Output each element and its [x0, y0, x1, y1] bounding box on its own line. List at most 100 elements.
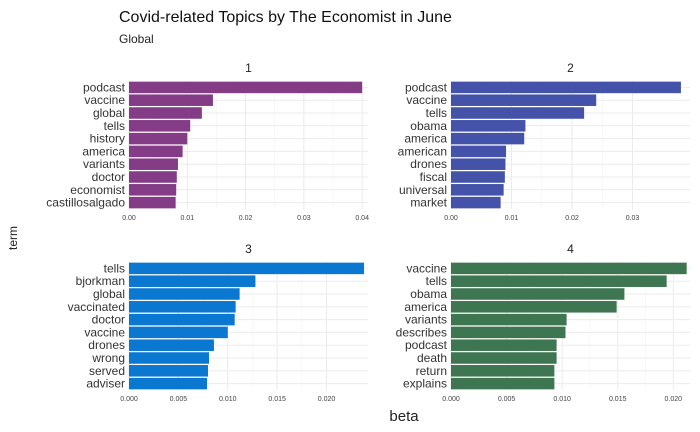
- bar-america: [129, 145, 183, 158]
- category-label: return: [416, 364, 447, 378]
- bar-podcast: [451, 339, 557, 351]
- category-label: vaccine: [84, 325, 125, 339]
- bar-global: [129, 107, 202, 119]
- facet-panel-4: 4 vaccinetellsobamaamericavariantsdescrib…: [396, 242, 690, 403]
- category-label: bjorkman: [76, 274, 125, 288]
- x-tick-label: 0.015: [609, 396, 627, 403]
- facet-label: 2: [567, 61, 574, 75]
- category-label: adviser: [86, 377, 125, 391]
- bar-global: [129, 288, 240, 300]
- bar-america: [451, 132, 525, 145]
- category-label: variants: [405, 313, 447, 327]
- bar-obama: [451, 288, 625, 300]
- bar-tells: [451, 107, 585, 119]
- category-label: market: [410, 196, 447, 210]
- bar-doctor: [129, 171, 177, 183]
- bar-bjorkman: [129, 275, 256, 287]
- bar-variants: [451, 313, 567, 326]
- bar-served: [129, 365, 209, 377]
- facet-label: 4: [567, 242, 574, 256]
- bar-fiscal: [451, 171, 505, 183]
- category-label: drones: [88, 338, 125, 352]
- x-tick-label: 0.005: [498, 396, 516, 403]
- x-tick-label: 0.000: [120, 396, 138, 403]
- bar-tells: [129, 120, 191, 132]
- category-label: doctor: [92, 170, 125, 184]
- x-tick-label: 0.010: [553, 396, 571, 403]
- bar-history: [129, 132, 188, 145]
- category-label: america: [82, 144, 125, 158]
- category-label: economist: [70, 183, 125, 197]
- facet-panels: 1podcastvaccineglobaltellshistoryamerica…: [46, 61, 690, 403]
- bar-drones: [451, 158, 506, 170]
- bar-wrong: [129, 352, 209, 364]
- category-label: podcast: [83, 80, 126, 94]
- category-label: tells: [104, 119, 125, 133]
- category-label: explains: [403, 377, 447, 391]
- category-label: american: [398, 144, 447, 158]
- category-label: castillosalgado: [46, 196, 125, 210]
- bar-universal: [451, 184, 504, 196]
- bar-vaccine: [129, 326, 228, 339]
- x-tick-label: 0.03: [626, 215, 640, 222]
- bar-vaccine: [451, 94, 597, 106]
- bar-podcast: [129, 81, 363, 94]
- x-tick-label: 0.015: [268, 396, 286, 403]
- category-label: obama: [410, 119, 447, 133]
- facet-label: 1: [245, 61, 252, 75]
- bar-vaccinated: [129, 301, 236, 313]
- x-tick-label: 0.000: [442, 396, 460, 403]
- facet-panel-1: 1 podcastvaccineglobaltellshistoryamerica…: [46, 61, 369, 222]
- x-tick-label: 0.02: [565, 215, 579, 222]
- x-axis-title: beta: [389, 408, 419, 425]
- x-tick-label: 0.01: [505, 215, 519, 222]
- x-tick-label: 0.005: [170, 396, 188, 403]
- category-label: death: [417, 351, 447, 365]
- category-label: wrong: [91, 351, 125, 365]
- facet-panel-2: 2 podcastvaccinetellsobamaamericaamerican…: [398, 61, 690, 222]
- category-label: america: [404, 300, 447, 314]
- category-label: podcast: [405, 338, 448, 352]
- bar-america: [451, 301, 617, 313]
- bar-podcast: [451, 81, 681, 94]
- category-label: tells: [426, 274, 447, 288]
- category-label: vaccinated: [68, 300, 125, 314]
- category-label: universal: [399, 183, 447, 197]
- category-label: history: [90, 132, 125, 146]
- chart-title: Covid-related Topics by The Economist in…: [119, 9, 452, 26]
- bar-obama: [451, 120, 526, 132]
- bar-castillosalgado: [129, 196, 176, 209]
- category-label: drones: [410, 157, 447, 171]
- bar-describes: [451, 326, 566, 339]
- category-label: fiscal: [420, 170, 447, 184]
- category-label: served: [89, 364, 125, 378]
- category-label: doctor: [92, 313, 125, 327]
- bar-economist: [129, 184, 177, 196]
- bar-american: [451, 145, 507, 158]
- x-tick-label: 0.00: [122, 215, 136, 222]
- bar-death: [451, 352, 557, 364]
- x-tick-label: 0.03: [297, 215, 311, 222]
- bar-tells: [451, 275, 667, 287]
- facet-label: 3: [245, 242, 252, 256]
- y-axis-title: term: [6, 226, 20, 250]
- category-label: variants: [83, 157, 125, 171]
- x-tick-label: 0.02: [239, 215, 253, 222]
- category-label: obama: [410, 287, 447, 301]
- x-tick-label: 0.020: [318, 396, 336, 403]
- bar-vaccine: [451, 262, 687, 275]
- category-label: vaccine: [84, 93, 125, 107]
- bar-variants: [129, 158, 178, 170]
- bar-market: [451, 196, 501, 209]
- x-tick-label: 0.010: [219, 396, 237, 403]
- x-tick-label: 0.01: [180, 215, 194, 222]
- category-label: global: [93, 287, 125, 301]
- category-label: vaccine: [406, 93, 447, 107]
- bar-tells: [129, 262, 365, 275]
- chart-subtitle: Global: [119, 32, 154, 46]
- bar-doctor: [129, 313, 235, 326]
- x-tick-label: 0.020: [665, 396, 683, 403]
- bar-return: [451, 365, 555, 377]
- category-label: global: [93, 106, 125, 120]
